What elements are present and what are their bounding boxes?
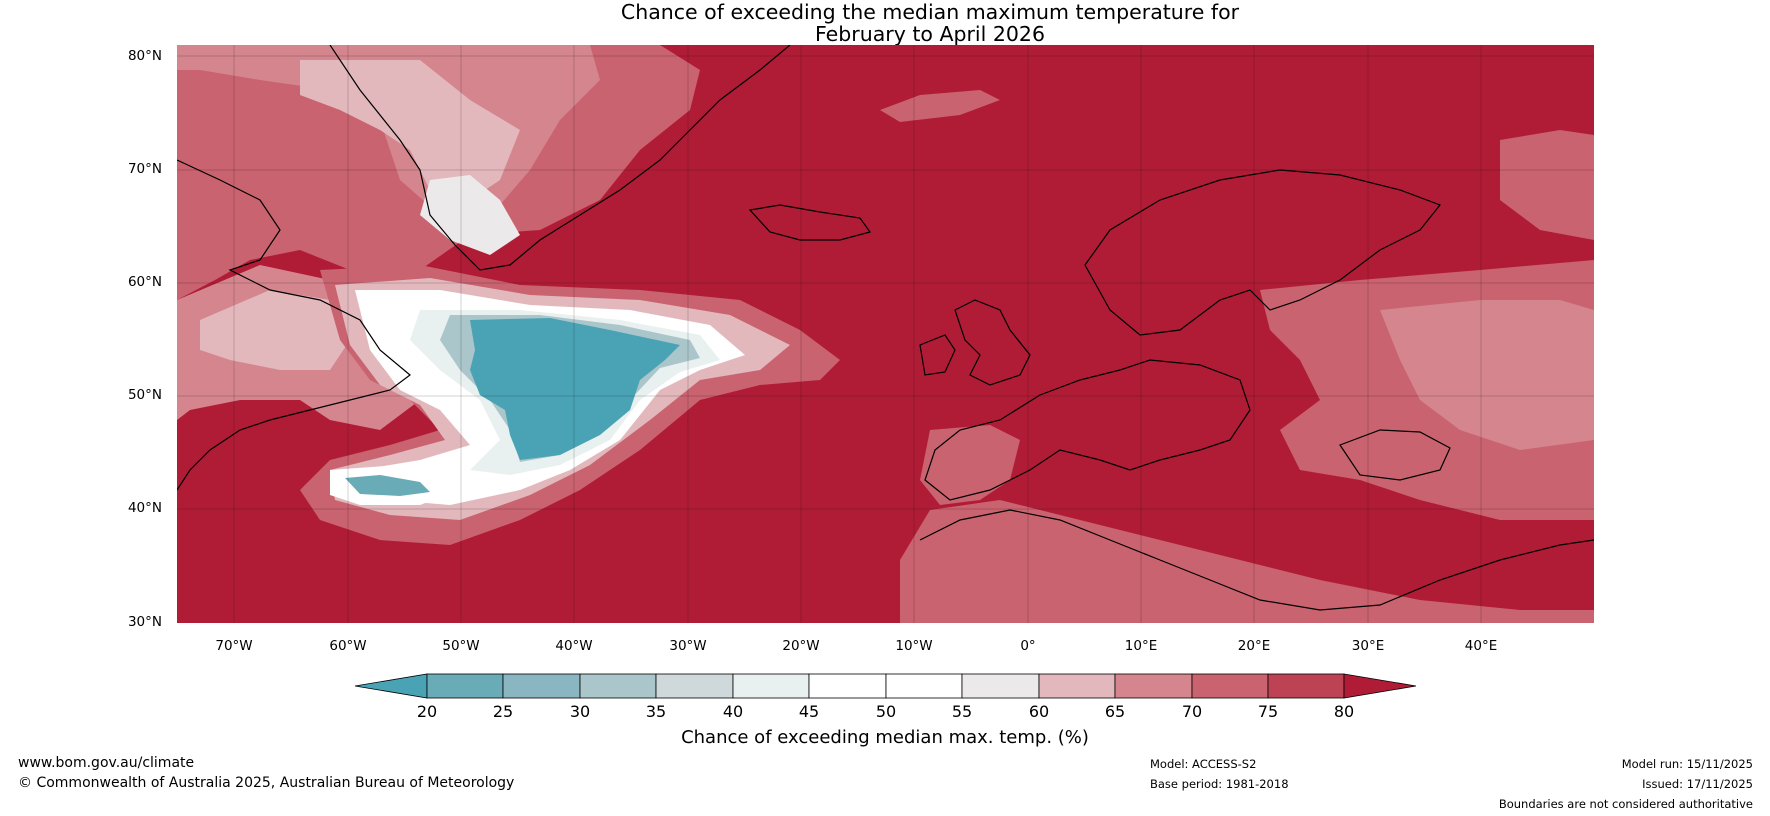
footer-issued: Issued: 17/11/2025: [1642, 777, 1753, 791]
footer-base-period: Base period: 1981-2018: [1150, 777, 1289, 791]
scandinavia-coast: [1084, 169, 1441, 336]
colorbar-tick-50: 50: [875, 702, 897, 721]
colorbar-tick-60: 60: [1028, 702, 1050, 721]
colorbar-tick-20: 20: [416, 702, 438, 721]
footer-model: Model: ACCESS-S2: [1150, 757, 1257, 771]
footer-disclaimer: Boundaries are not considered authoritat…: [1498, 797, 1753, 811]
iceland-coast: [748, 204, 871, 241]
colorbar-tick-75: 75: [1257, 702, 1279, 721]
africa-coast: [919, 509, 1594, 611]
lat-label-50n: 50°N: [127, 387, 162, 403]
denmark-strait-light: [420, 175, 520, 255]
uk-coast: [954, 299, 1031, 386]
colorbar-tick-80: 80: [1333, 702, 1355, 721]
colorbar-bin-45-50: [808, 673, 887, 699]
lon-label-10e: 10°E: [1124, 638, 1158, 654]
colorbar-bin-40-45: [732, 673, 810, 699]
colorbar-low-extension: [354, 673, 428, 699]
colorbar-bin-35-40: [655, 673, 734, 699]
lon-label-70w: 70°W: [215, 638, 253, 654]
lon-label-20e: 20°E: [1237, 638, 1271, 654]
colorbar-bin-60-65: [1038, 673, 1116, 699]
lon-label-20w: 20°W: [782, 638, 820, 654]
gridlines: [177, 45, 1594, 623]
colorbar-bin-25-30: [502, 673, 581, 699]
svalbard-patch: [880, 90, 1000, 122]
colorbar-tick-30: 30: [569, 702, 591, 721]
north-africa-region: [900, 500, 1594, 623]
footer-model-run: Model run: 15/11/2025: [1621, 757, 1753, 771]
footer-site-link[interactable]: www.bom.gov.au/climate: [18, 755, 195, 771]
lon-label-60w: 60°W: [329, 638, 367, 654]
lon-label-40w: 40°W: [555, 638, 593, 654]
footer-copyright: © Commonwealth of Australia 2025, Austra…: [18, 775, 515, 791]
lon-label-30e: 30°E: [1351, 638, 1385, 654]
lat-label-40n: 40°N: [127, 500, 162, 516]
greenland-coast: [329, 45, 791, 271]
lon-label-0: 0°: [1020, 638, 1036, 654]
south-cold-patch-core: [345, 475, 430, 496]
map-field: [177, 45, 1594, 623]
colorbar-bin-30-35: [579, 673, 657, 699]
colorbar-tick-65: 65: [1104, 702, 1126, 721]
chart-title-line1: Chance of exceeding the median maximum t…: [620, 0, 1240, 24]
chart-title-line2: February to April 2026: [815, 22, 1045, 46]
eastern-europe-pale: [1380, 300, 1594, 450]
colorbar-high-extension: [1343, 673, 1417, 699]
atlantic-cold-core: [470, 318, 680, 460]
colorbar-label: Chance of exceeding median max. temp. (%…: [681, 727, 1089, 748]
colorbar-tick-45: 45: [798, 702, 820, 721]
iberia-region: [920, 425, 1020, 505]
coastlines: [177, 45, 1594, 611]
lat-label-30n: 30°N: [127, 614, 162, 630]
lon-label-50w: 50°W: [442, 638, 480, 654]
canada-coast: [177, 159, 411, 491]
colorbar-bin-55-60: [961, 673, 1040, 699]
colorbar-tick-70: 70: [1181, 702, 1203, 721]
colorbar-bin-50-55: [885, 673, 963, 699]
labrador-pale: [200, 290, 350, 370]
colorbar-tick-40: 40: [722, 702, 744, 721]
lon-label-40e: 40°E: [1464, 638, 1498, 654]
lat-label-80n: 80°N: [127, 48, 162, 64]
black-sea-coast: [1339, 429, 1451, 481]
colorbar-tick-55: 55: [951, 702, 973, 721]
europe-coast: [924, 359, 1251, 501]
colorbar-bin-75-80: [1267, 673, 1345, 699]
ireland-coast: [919, 334, 956, 376]
colorbar-bin-65-70: [1114, 673, 1193, 699]
lat-label-60n: 60°N: [127, 274, 162, 290]
lat-label-70n: 70°N: [127, 161, 162, 177]
greenland-interior-region: [300, 60, 520, 200]
colorbar: [354, 673, 1417, 699]
lon-label-30w: 30°W: [669, 638, 707, 654]
east-arctic-patch: [1500, 130, 1594, 240]
colorbar-bin-70-75: [1191, 673, 1269, 699]
colorbar-tick-25: 25: [492, 702, 514, 721]
lon-label-10w: 10°W: [895, 638, 933, 654]
colorbar-bin-20-25: [426, 673, 504, 699]
colorbar-tick-35: 35: [645, 702, 667, 721]
